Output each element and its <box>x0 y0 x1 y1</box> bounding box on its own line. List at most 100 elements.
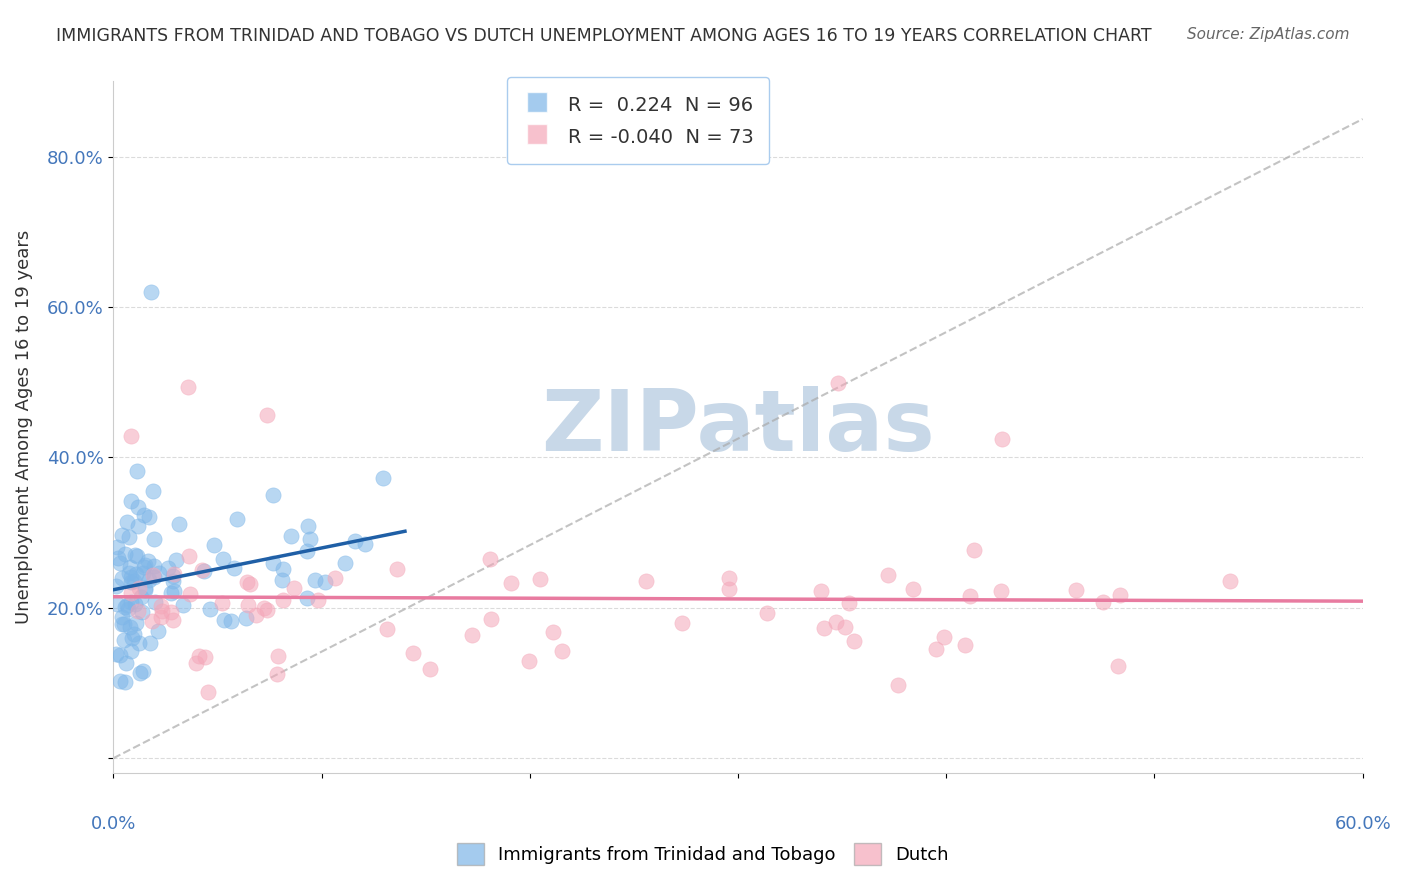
Point <box>148 624 170 638</box>
Point <box>120 560 142 574</box>
Point <box>461 628 484 642</box>
Point <box>1219 574 1241 589</box>
Point <box>128 581 150 595</box>
Point <box>127 519 149 533</box>
Point <box>128 636 150 650</box>
Point <box>120 595 142 609</box>
Point <box>256 602 278 616</box>
Point <box>236 575 259 590</box>
Point <box>179 587 201 601</box>
Point <box>212 552 235 566</box>
Point <box>838 596 860 610</box>
Point <box>718 571 741 585</box>
Point <box>163 583 186 598</box>
Point <box>114 656 136 670</box>
Point <box>194 649 217 664</box>
Point <box>1064 583 1087 598</box>
Point <box>160 605 183 619</box>
Point <box>160 586 183 600</box>
Point <box>108 673 131 688</box>
Point <box>953 638 976 652</box>
Point <box>551 644 574 658</box>
Point <box>134 558 156 572</box>
Point <box>323 571 346 585</box>
Point <box>253 601 276 615</box>
Point <box>134 583 156 598</box>
Point <box>162 574 184 588</box>
Point <box>111 609 134 624</box>
Point <box>132 559 155 574</box>
Point <box>150 599 173 614</box>
Point <box>211 596 233 610</box>
Point <box>314 575 336 590</box>
Point <box>107 550 129 565</box>
Point <box>344 534 367 549</box>
Point <box>191 563 214 577</box>
Point <box>245 607 267 622</box>
Point <box>962 543 984 558</box>
Legend: Immigrants from Trinidad and Tobago, Dutch: Immigrants from Trinidad and Tobago, Dut… <box>449 834 957 874</box>
Point <box>143 532 166 546</box>
Point <box>134 581 156 595</box>
Point <box>114 599 136 614</box>
Point <box>371 471 394 485</box>
Point <box>120 644 142 658</box>
Point <box>138 509 160 524</box>
Point <box>163 567 186 582</box>
Point <box>143 595 166 609</box>
Point <box>110 617 132 632</box>
Text: 60.0%: 60.0% <box>1334 814 1391 833</box>
Point <box>108 556 131 570</box>
Point <box>122 574 145 588</box>
Point <box>148 566 170 581</box>
Point <box>110 528 132 542</box>
Point <box>118 566 141 580</box>
Point <box>541 625 564 640</box>
Point <box>120 575 142 590</box>
Point <box>529 572 551 586</box>
Point <box>132 566 155 580</box>
Point <box>121 632 143 646</box>
Point <box>932 630 955 644</box>
Point <box>139 285 162 299</box>
Point <box>120 494 142 508</box>
Point <box>827 376 849 391</box>
Point <box>105 540 128 554</box>
Point <box>105 597 128 611</box>
Text: Source: ZipAtlas.com: Source: ZipAtlas.com <box>1187 27 1350 42</box>
Point <box>142 559 165 574</box>
Point <box>479 612 502 626</box>
Point <box>177 549 200 564</box>
Point <box>193 564 215 578</box>
Point <box>634 574 657 588</box>
Point <box>127 500 149 514</box>
Point <box>114 547 136 561</box>
Point <box>267 648 290 663</box>
Point <box>377 623 399 637</box>
Point <box>172 598 194 612</box>
Point <box>141 614 163 628</box>
Point <box>125 615 148 630</box>
Point <box>235 611 257 625</box>
Point <box>131 605 153 619</box>
Text: 0.0%: 0.0% <box>91 814 136 833</box>
Point <box>755 607 778 621</box>
Point <box>810 583 832 598</box>
Point <box>138 574 160 588</box>
Point <box>718 582 741 596</box>
Point <box>479 552 502 566</box>
Point <box>1108 659 1130 673</box>
Point <box>111 571 134 585</box>
Point <box>124 597 146 611</box>
Point <box>266 666 288 681</box>
Point <box>901 582 924 596</box>
Point <box>271 592 294 607</box>
Point <box>212 613 235 627</box>
Point <box>104 647 127 661</box>
Point <box>499 576 522 591</box>
Point <box>186 656 208 670</box>
Point <box>221 614 243 628</box>
Point <box>142 484 165 499</box>
Point <box>132 508 155 522</box>
Legend: R =  0.224  N = 96, R = -0.040  N = 73: R = 0.224 N = 96, R = -0.040 N = 73 <box>508 78 769 163</box>
